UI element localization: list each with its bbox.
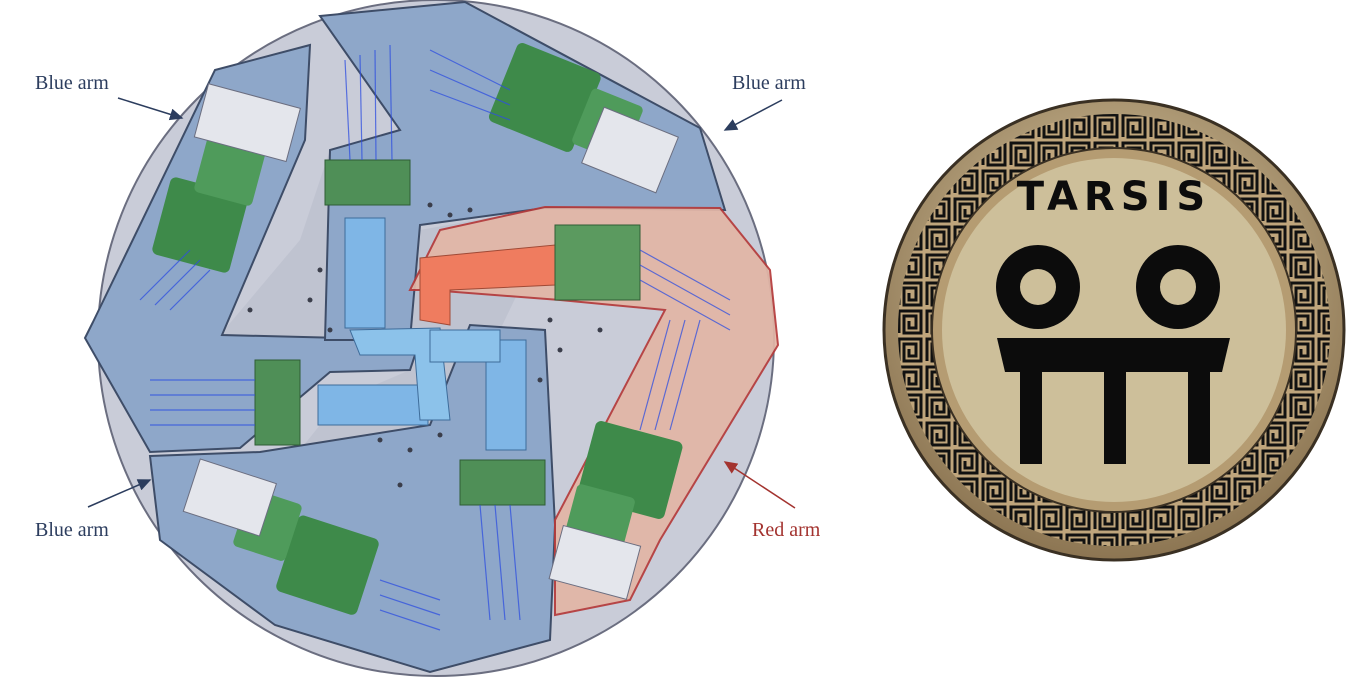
arrow-icon (87, 479, 152, 508)
collimator-top (324, 159, 411, 206)
detector-red (548, 524, 642, 601)
logo-table-top (997, 338, 1230, 372)
tarsis-logo-icon: TARSIS (882, 98, 1346, 562)
arrow-icon (723, 99, 783, 131)
callout-top-right: Blue arm (723, 72, 806, 131)
pipe-elbow-center (349, 327, 451, 421)
instrument-diagram (83, 0, 780, 677)
label-blue-arm-top-left: Blue arm (35, 72, 109, 94)
mounting-holes (247, 202, 603, 488)
central-light-guides (317, 217, 527, 451)
label-blue-arm-top-right: Blue arm (732, 72, 806, 94)
lens-left-large (152, 177, 248, 273)
detector-bottom (182, 458, 278, 537)
logo-table-leg-middle (1104, 372, 1126, 464)
detector-left (193, 83, 301, 163)
beam-bundles (139, 44, 731, 631)
callout-bottom-left: Blue arm (35, 479, 152, 541)
logo-eye-right-pupil (1160, 269, 1196, 305)
lens-left-small (194, 134, 266, 206)
lens-top-large (488, 43, 601, 152)
logo-title: TARSIS (1017, 174, 1211, 220)
red-arm-region (408, 205, 780, 617)
collimator-bottom (459, 459, 546, 506)
blue-arm-region-top (318, 0, 727, 341)
logo-table-leg-right (1188, 372, 1210, 464)
collimator-left (254, 359, 301, 446)
logo-eye-left-pupil (1020, 269, 1056, 305)
pipe-center-right (429, 329, 501, 363)
detector-top (581, 106, 679, 194)
arrow-icon (117, 97, 184, 121)
lens-bottom-large (276, 515, 379, 615)
arrow-icon (723, 461, 796, 509)
collimator-red (554, 224, 641, 301)
detector-housings (182, 83, 679, 601)
pipe-top (344, 217, 386, 329)
label-red-arm: Red arm (752, 519, 821, 541)
label-blue-arm-bottom-left: Blue arm (35, 519, 109, 541)
callout-top-left: Blue arm (35, 72, 184, 121)
logo-table-leg-left (1020, 372, 1042, 464)
callout-bottom-right: Red arm (723, 461, 821, 541)
pipe-left (317, 384, 429, 426)
